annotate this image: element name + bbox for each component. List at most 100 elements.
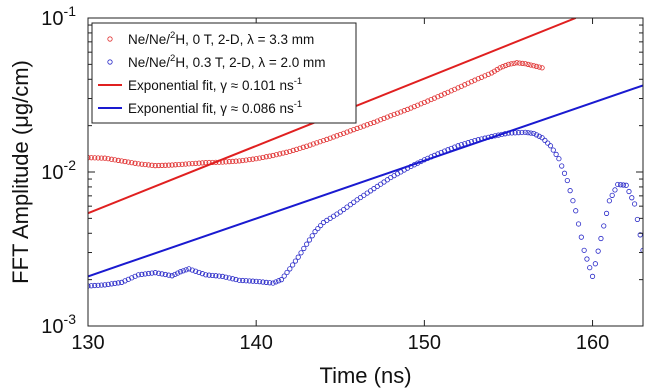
data-point: [472, 77, 478, 83]
legend-label: Ne/Ne/2H, 0 T, 2-D, λ = 3.3 mm: [128, 30, 314, 47]
data-point: [295, 254, 301, 260]
data-point: [519, 129, 525, 136]
data-point: [508, 61, 514, 67]
data-point: [589, 273, 596, 279]
data-point: [230, 158, 236, 164]
data-point: [132, 160, 138, 166]
data-point: [253, 156, 259, 162]
data-point: [177, 269, 184, 275]
plot-marks: [88, 18, 643, 289]
data-point: [615, 181, 621, 188]
data-point: [102, 282, 108, 288]
legend-label: Exponential fit, γ ≈ 0.101 ns-1: [128, 76, 302, 93]
data-point: [367, 120, 374, 127]
data-point: [260, 154, 266, 161]
data-point: [485, 71, 491, 77]
x-tick-label: 140: [239, 332, 272, 354]
legend-swatch: [107, 59, 113, 65]
data-point: [112, 280, 118, 286]
data-point: [631, 201, 638, 207]
data-point: [230, 276, 236, 282]
data-point: [374, 118, 380, 124]
data-point: [536, 133, 542, 139]
data-point: [256, 279, 263, 285]
data-point: [337, 209, 343, 215]
data-point: [226, 159, 232, 165]
data-point: [112, 157, 118, 163]
data-point: [219, 273, 226, 279]
data-point: [88, 283, 94, 289]
data-point: [629, 195, 635, 201]
data-point: [183, 267, 189, 273]
data-point: [290, 262, 296, 268]
data-point: [236, 277, 242, 283]
data-point: [478, 74, 485, 80]
data-point: [401, 108, 407, 114]
data-point: [494, 66, 500, 73]
data-point: [601, 223, 607, 229]
data-point: [139, 161, 145, 167]
data-point: [243, 157, 249, 163]
data-point: [193, 268, 199, 274]
data-point: [310, 141, 316, 147]
data-point: [567, 188, 573, 194]
data-point: [95, 282, 101, 288]
data-point: [309, 233, 315, 239]
data-point: [634, 216, 640, 223]
data-point: [119, 158, 125, 164]
data-point: [149, 270, 155, 276]
data-point: [182, 161, 189, 167]
data-point: [505, 61, 512, 67]
data-point: [606, 198, 612, 204]
data-point: [159, 162, 165, 168]
data-point: [196, 269, 202, 276]
data-point: [278, 277, 285, 283]
legend: Ne/Ne/2H, 0 T, 2-D, λ = 3.3 mm Ne/Ne/2H, …: [91, 22, 357, 124]
data-point: [287, 148, 293, 155]
data-point: [578, 234, 584, 240]
data-point: [176, 161, 182, 168]
data-point: [135, 161, 142, 167]
data-point: [166, 272, 172, 278]
data-point: [584, 256, 590, 262]
data-point: [290, 147, 296, 153]
data-point: [418, 101, 424, 107]
data-point: [603, 210, 610, 216]
data-point: [169, 162, 175, 168]
data-point: [519, 60, 526, 66]
data-point: [431, 95, 438, 101]
data-point: [276, 278, 282, 284]
data-point: [581, 247, 587, 253]
data-point: [542, 137, 548, 143]
fit-line-3: [88, 84, 643, 278]
data-point: [550, 147, 556, 153]
data-point: [515, 130, 522, 136]
data-point: [475, 76, 481, 82]
data-point: [500, 64, 506, 70]
data-point: [617, 182, 624, 188]
data-point: [236, 158, 242, 164]
data-point: [139, 271, 145, 277]
data-point: [528, 62, 534, 68]
data-point: [122, 158, 128, 165]
data-point: [341, 206, 347, 213]
data-point: [209, 272, 216, 279]
axis-ticks: 130 140 150 160 10-3 10-2 10-1: [41, 3, 643, 354]
data-point: [307, 142, 313, 148]
data-point: [179, 161, 185, 167]
data-point: [115, 157, 121, 163]
data-point: [166, 162, 172, 168]
data-point: [273, 152, 279, 158]
data-point: [125, 159, 131, 165]
data-point: [162, 162, 168, 168]
data-point: [497, 65, 503, 71]
data-point: [344, 204, 350, 210]
data-point: [256, 155, 263, 161]
data-point: [533, 63, 540, 70]
data-point: [626, 188, 632, 195]
data-point: [102, 155, 108, 161]
data-point: [105, 281, 111, 287]
data-point: [384, 114, 390, 120]
data-point: [317, 139, 323, 145]
data-point: [491, 68, 498, 74]
